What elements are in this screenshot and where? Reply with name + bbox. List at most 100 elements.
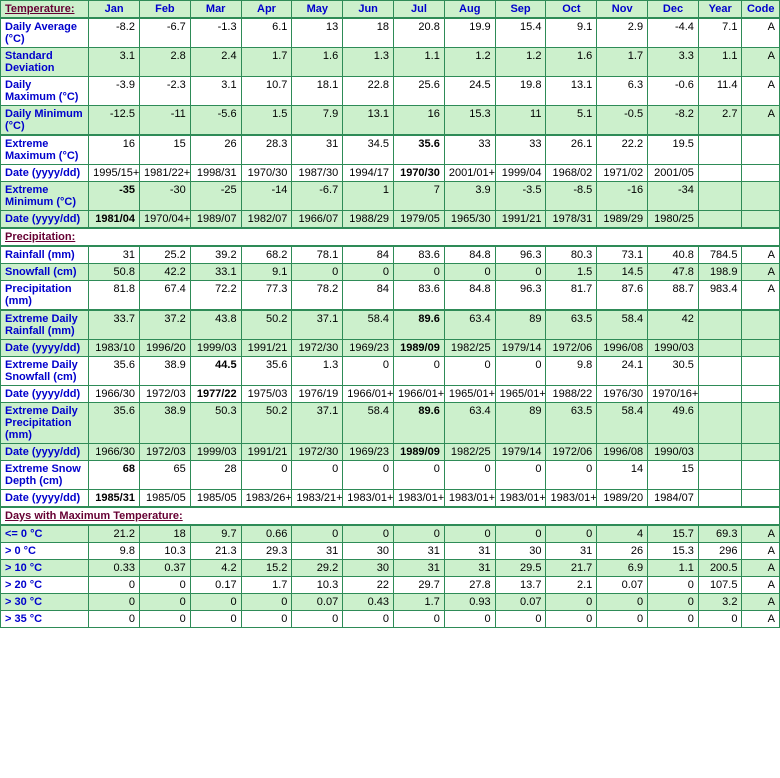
cell: 28.3: [241, 135, 292, 165]
cell: 14.5: [597, 264, 648, 281]
cell: 7: [394, 182, 445, 211]
cell: 1985/31: [89, 490, 140, 508]
cell: 31: [394, 543, 445, 560]
cell: 89.6: [394, 403, 445, 444]
cell: 0: [139, 611, 190, 628]
cell: 88.7: [648, 281, 699, 311]
cell: 30.5: [648, 357, 699, 386]
cell: 784.5: [698, 246, 742, 264]
cell: 22.2: [597, 135, 648, 165]
cell: 1983/10: [89, 340, 140, 357]
cell: -16: [597, 182, 648, 211]
cell: 0: [597, 594, 648, 611]
cell: 84.8: [444, 246, 495, 264]
cell: 16: [89, 135, 140, 165]
cell: 1983/01+: [444, 490, 495, 508]
cell: 29.5: [495, 560, 546, 577]
cell: [742, 211, 780, 229]
cell: 65: [139, 461, 190, 490]
cell: 3.1: [190, 77, 241, 106]
cell: 0: [648, 594, 699, 611]
table-row: Snowfall (cm)50.842.233.19.1000001.514.5…: [1, 264, 780, 281]
cell: 11: [495, 106, 546, 136]
cell: 0: [648, 611, 699, 628]
row-label: > 35 °C: [1, 611, 89, 628]
cell: 1972/06: [546, 340, 597, 357]
cell: 1970/04+: [139, 211, 190, 229]
table-row: > 0 °C9.810.321.329.33130313130312615.32…: [1, 543, 780, 560]
cell: 21.7: [546, 560, 597, 577]
cell: 1999/03: [190, 340, 241, 357]
section-title-text: Precipitation:: [5, 231, 75, 243]
cell: 38.9: [139, 403, 190, 444]
cell: 27.8: [444, 577, 495, 594]
cell: 31: [546, 543, 597, 560]
cell: 33.1: [190, 264, 241, 281]
cell: 1.2: [444, 48, 495, 77]
row-label: Daily Minimum (°C): [1, 106, 89, 136]
cell: 80.3: [546, 246, 597, 264]
cell: 0: [546, 594, 597, 611]
cell: 29.7: [394, 577, 445, 594]
table-row: Extreme Daily Precipitation (mm)35.638.9…: [1, 403, 780, 444]
cell: 0: [292, 525, 343, 543]
cell: 0.93: [444, 594, 495, 611]
cell: [698, 340, 742, 357]
cell: 31: [89, 246, 140, 264]
section-title: Temperature:: [1, 1, 89, 19]
cell: 0: [394, 611, 445, 628]
cell: 31: [444, 543, 495, 560]
cell: [698, 211, 742, 229]
cell: A: [742, 246, 780, 264]
cell: [742, 182, 780, 211]
cell: 0.66: [241, 525, 292, 543]
cell: 0: [495, 525, 546, 543]
cell: 0: [89, 611, 140, 628]
cell: 4: [597, 525, 648, 543]
cell: 15.2: [241, 560, 292, 577]
cell: 21.3: [190, 543, 241, 560]
cell: A: [742, 106, 780, 136]
cell: 1995/15+: [89, 165, 140, 182]
cell: 1980/25: [648, 211, 699, 229]
cell: 84.8: [444, 281, 495, 311]
column-header: Code: [742, 1, 780, 19]
cell: 1983/01+: [546, 490, 597, 508]
cell: 1991/21: [241, 444, 292, 461]
cell: 50.2: [241, 310, 292, 340]
cell: 1979/14: [495, 340, 546, 357]
cell: 1.3: [343, 48, 394, 77]
cell: 1965/01+: [444, 386, 495, 403]
row-label: Precipitation (mm): [1, 281, 89, 311]
cell: -11: [139, 106, 190, 136]
cell: 29.3: [241, 543, 292, 560]
cell: 22.8: [343, 77, 394, 106]
table-row: Extreme Snow Depth (cm)68652800000001415: [1, 461, 780, 490]
cell: [742, 444, 780, 461]
cell: 0: [495, 264, 546, 281]
cell: 1.1: [394, 48, 445, 77]
cell: 1978/31: [546, 211, 597, 229]
row-label: > 20 °C: [1, 577, 89, 594]
cell: 0: [139, 577, 190, 594]
cell: 1989/29: [597, 211, 648, 229]
cell: 19.5: [648, 135, 699, 165]
cell: A: [742, 18, 780, 48]
cell: 30: [343, 560, 394, 577]
cell: 1981/04: [89, 211, 140, 229]
cell: 2.8: [139, 48, 190, 77]
cell: 2001/01+: [444, 165, 495, 182]
cell: 13: [292, 18, 343, 48]
row-label: Date (yyyy/dd): [1, 444, 89, 461]
cell: 42.2: [139, 264, 190, 281]
cell: 1.6: [546, 48, 597, 77]
cell: 1970/30: [241, 165, 292, 182]
cell: 2.4: [190, 48, 241, 77]
cell: A: [742, 525, 780, 543]
cell: 1.1: [648, 560, 699, 577]
cell: 2.7: [698, 106, 742, 136]
cell: 29.2: [292, 560, 343, 577]
cell: 31: [444, 560, 495, 577]
cell: A: [742, 77, 780, 106]
cell: 0: [394, 461, 445, 490]
